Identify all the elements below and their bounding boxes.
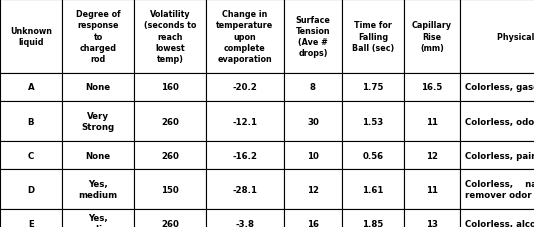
Bar	[62, 0, 134, 74]
Text: -20.2: -20.2	[233, 83, 257, 92]
Bar	[134, 141, 206, 169]
Text: 1.53: 1.53	[363, 117, 383, 126]
Text: 8: 8	[310, 83, 316, 92]
Text: C: C	[28, 151, 34, 160]
Bar	[404, 209, 460, 227]
Bar	[284, 101, 342, 141]
Bar	[460, 209, 534, 227]
Bar	[134, 74, 206, 101]
Text: E: E	[28, 219, 34, 227]
Bar	[460, 74, 534, 101]
Bar	[206, 74, 284, 101]
Bar	[0, 74, 62, 101]
Text: Volatility
(seconds to
reach
lowest
temp): Volatility (seconds to reach lowest temp…	[144, 10, 196, 63]
Text: Yes,
medium: Yes, medium	[78, 213, 117, 227]
Bar	[284, 74, 342, 101]
Text: -3.8: -3.8	[235, 219, 255, 227]
Text: 12: 12	[307, 185, 319, 194]
Bar	[404, 74, 460, 101]
Bar	[284, 141, 342, 169]
Bar	[284, 169, 342, 209]
Text: A: A	[28, 83, 34, 92]
Text: 16: 16	[307, 219, 319, 227]
Bar	[206, 169, 284, 209]
Text: None: None	[85, 83, 111, 92]
Text: Very
Strong: Very Strong	[82, 112, 115, 131]
Text: Physical Observations: Physical Observations	[497, 32, 534, 41]
Bar	[284, 0, 342, 74]
Text: 260: 260	[161, 219, 179, 227]
Bar	[206, 209, 284, 227]
Text: Colorless, odorless: Colorless, odorless	[465, 117, 534, 126]
Bar	[0, 169, 62, 209]
Bar	[342, 209, 404, 227]
Text: 12: 12	[426, 151, 438, 160]
Text: Capillary
Rise
(mm): Capillary Rise (mm)	[412, 21, 452, 52]
Bar	[342, 141, 404, 169]
Bar	[342, 101, 404, 141]
Bar	[342, 169, 404, 209]
Bar	[134, 0, 206, 74]
Bar	[62, 209, 134, 227]
Bar	[134, 169, 206, 209]
Text: Colorless,    nail    polish
remover odor: Colorless, nail polish remover odor	[465, 180, 534, 199]
Bar	[134, 101, 206, 141]
Text: 150: 150	[161, 185, 179, 194]
Text: Degree of
response
to
charged
rod: Degree of response to charged rod	[76, 10, 120, 63]
Bar	[342, 0, 404, 74]
Bar	[62, 101, 134, 141]
Bar	[206, 101, 284, 141]
Text: -16.2: -16.2	[232, 151, 257, 160]
Text: 260: 260	[161, 151, 179, 160]
Bar	[460, 169, 534, 209]
Bar	[62, 74, 134, 101]
Text: Colorless, paint thinner odor: Colorless, paint thinner odor	[465, 151, 534, 160]
Bar	[404, 169, 460, 209]
Bar	[0, 141, 62, 169]
Text: 11: 11	[426, 185, 438, 194]
Text: Unknown
liquid: Unknown liquid	[10, 27, 52, 47]
Bar	[460, 101, 534, 141]
Text: Time for
Falling
Ball (sec): Time for Falling Ball (sec)	[352, 21, 394, 52]
Text: Colorless, gasoline odor: Colorless, gasoline odor	[465, 83, 534, 92]
Text: 1.75: 1.75	[362, 83, 384, 92]
Text: 0.56: 0.56	[363, 151, 383, 160]
Text: 160: 160	[161, 83, 179, 92]
Text: 11: 11	[426, 117, 438, 126]
Bar	[404, 141, 460, 169]
Text: Surface
Tension
(Ave #
drops): Surface Tension (Ave # drops)	[295, 16, 331, 58]
Bar	[62, 141, 134, 169]
Bar	[342, 74, 404, 101]
Text: Change in
temperature
upon
complete
evaporation: Change in temperature upon complete evap…	[216, 10, 273, 63]
Text: 13: 13	[426, 219, 438, 227]
Text: D: D	[27, 185, 35, 194]
Text: 30: 30	[307, 117, 319, 126]
Bar	[62, 169, 134, 209]
Text: B: B	[28, 117, 34, 126]
Bar	[404, 0, 460, 74]
Bar	[206, 0, 284, 74]
Bar	[460, 141, 534, 169]
Bar	[284, 209, 342, 227]
Text: -12.1: -12.1	[232, 117, 257, 126]
Bar	[404, 101, 460, 141]
Text: 260: 260	[161, 117, 179, 126]
Text: Yes,
medium: Yes, medium	[78, 180, 117, 199]
Text: None: None	[85, 151, 111, 160]
Bar	[0, 0, 62, 74]
Text: 1.61: 1.61	[362, 185, 384, 194]
Bar	[206, 141, 284, 169]
Bar	[0, 209, 62, 227]
Text: 1.85: 1.85	[363, 219, 383, 227]
Bar	[134, 209, 206, 227]
Text: 10: 10	[307, 151, 319, 160]
Text: 16.5: 16.5	[421, 83, 443, 92]
Bar	[0, 101, 62, 141]
Bar	[460, 0, 534, 74]
Text: Colorless, alcohol odor: Colorless, alcohol odor	[465, 219, 534, 227]
Text: -28.1: -28.1	[232, 185, 257, 194]
